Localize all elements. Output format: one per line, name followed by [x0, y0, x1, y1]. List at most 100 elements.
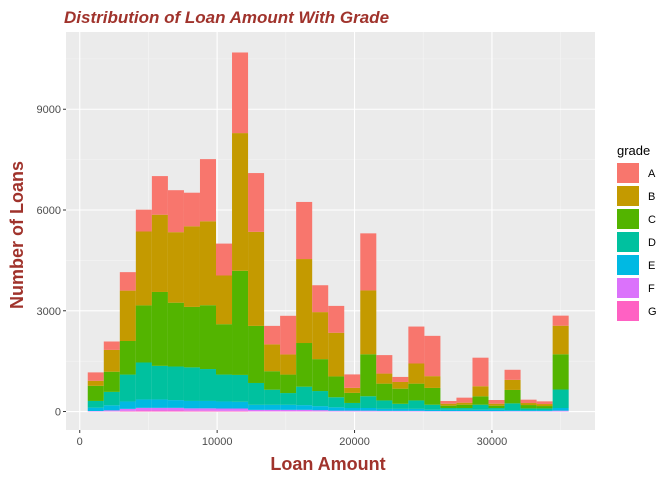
bar-segment-grade-B — [183, 226, 200, 307]
bar-segment-grade-F — [360, 410, 377, 412]
bar-segment-grade-F — [199, 408, 217, 411]
chart-title: Distribution of Loan Amount With Grade — [64, 8, 389, 27]
bar-segment-grade-E — [183, 400, 200, 409]
bar-segment-grade-B — [552, 325, 569, 355]
bar-segment-grade-E — [376, 408, 393, 411]
legend-label-E: E — [648, 260, 655, 272]
bar-segment-grade-D — [376, 400, 393, 409]
bar-segment-grade-A — [344, 374, 361, 388]
bar-segment-grade-D — [232, 374, 249, 402]
bar-segment-grade-B — [296, 259, 313, 344]
bar-segment-grade-D — [119, 374, 136, 402]
bar-segment-grade-D — [167, 366, 184, 401]
bar-segment-grade-F — [392, 410, 409, 412]
bar-segment-grade-D — [488, 408, 505, 410]
bar-segment-grade-B — [360, 290, 377, 355]
bar-segment-grade-G — [151, 410, 168, 412]
bar-segment-grade-D — [472, 404, 489, 410]
bar-segment-grade-D — [328, 397, 345, 408]
grid-minor — [66, 32, 595, 430]
y-axis-ticks: 0 3000 6000 9000 — [37, 104, 66, 419]
legend-key-E — [617, 255, 639, 275]
bar-segment-grade-E — [232, 401, 249, 409]
bar-segment-grade-C — [328, 376, 345, 398]
bar-segment-grade-D — [264, 389, 281, 405]
bar-segment-grade-B — [135, 231, 152, 306]
bar-segment-grade-E — [119, 401, 136, 409]
bar-segment-grade-C — [408, 383, 425, 401]
bar-segment-grade-F — [264, 409, 281, 412]
bar-segment-grade-A — [536, 401, 553, 405]
bar-segment-grade-D — [135, 362, 152, 400]
bar-segment-grade-A — [408, 326, 425, 364]
bar-segment-grade-C — [151, 291, 168, 366]
bar-segment-grade-E — [296, 405, 313, 410]
bar-segment-grade-A — [440, 401, 457, 404]
bar-segment-grade-D — [360, 396, 377, 409]
bar-segment-grade-C — [280, 374, 297, 394]
bar-segment-grade-A — [151, 176, 168, 215]
bar-segment-grade-G — [167, 410, 184, 412]
bar-segment-grade-A — [167, 190, 184, 233]
bar-segment-grade-D — [440, 408, 457, 410]
bar-segment-grade-A — [296, 201, 313, 260]
bar-segment-grade-D — [552, 389, 569, 409]
bar-segment-grade-E — [408, 408, 425, 411]
bar-segment-grade-C — [183, 306, 200, 368]
bar-segment-grade-F — [328, 410, 345, 412]
bar-segment-grade-A — [504, 369, 521, 380]
bar-segment-grade-C — [119, 340, 136, 375]
bar-segment-grade-E — [199, 400, 217, 409]
y-tick-label: 9000 — [37, 104, 61, 116]
bar-segment-grade-C — [344, 392, 361, 403]
bar-segment-grade-B — [248, 231, 265, 326]
bar-segment-grade-D — [456, 408, 473, 410]
bar-segment-grade-A — [360, 233, 377, 291]
bar-segment-grade-B — [199, 221, 217, 306]
bar-segment-grade-F — [135, 407, 152, 411]
bar-segment-grade-C — [536, 406, 553, 409]
bar-segment-grade-A — [103, 341, 120, 350]
bar-segment-grade-A — [552, 315, 569, 326]
bar-segment-grade-A — [216, 243, 233, 276]
bar-segment-grade-D — [504, 403, 521, 411]
x-tick-label: 0 — [77, 436, 83, 448]
bar-segment-grade-A — [264, 325, 281, 345]
bar-segment-grade-C — [440, 405, 457, 409]
bar-segment-grade-D — [103, 391, 120, 406]
legend-key-C — [617, 209, 639, 229]
bar-segment-grade-G — [135, 410, 152, 412]
legend-key-B — [617, 186, 639, 206]
bar-segment-grade-C — [552, 354, 569, 390]
bar-segment-grade-D — [183, 367, 200, 401]
bar-segment-grade-F — [248, 409, 265, 412]
bar-segment-grade-C — [199, 305, 217, 370]
y-tick-label: 3000 — [37, 306, 61, 318]
bar-segment-grade-G — [183, 410, 200, 412]
bar-segment-grade-B — [440, 403, 457, 406]
bar-segment-grade-A — [424, 335, 441, 377]
bar-segment-grade-F — [552, 410, 569, 412]
bar-segment-grade-D — [536, 408, 553, 411]
bar-segment-grade-B — [408, 363, 425, 384]
bar-segment-grade-C — [520, 405, 537, 409]
x-tick-label: 20000 — [339, 436, 370, 448]
bar-segment-grade-F — [344, 410, 361, 412]
bar-segment-grade-E — [151, 399, 168, 408]
bar-segment-grade-A — [135, 209, 152, 232]
bar-segment-grade-F — [280, 409, 297, 412]
bar-segment-grade-C — [504, 389, 521, 404]
bar-segment-grade-C — [103, 371, 120, 392]
bar-segment-grade-D — [408, 400, 425, 409]
bar-segment-grade-A — [312, 285, 329, 313]
bar-segment-grade-E — [312, 406, 329, 411]
bar-segment-grade-E — [248, 404, 265, 410]
bar-segment-grade-C — [232, 270, 249, 375]
y-tick-label: 0 — [55, 407, 61, 419]
bar-segment-grade-E — [264, 404, 281, 410]
bar-segment-grade-C — [216, 324, 233, 375]
x-tick-label: 10000 — [202, 436, 233, 448]
bar-segment-grade-D — [392, 403, 409, 409]
bar-segment-grade-B — [119, 290, 136, 341]
